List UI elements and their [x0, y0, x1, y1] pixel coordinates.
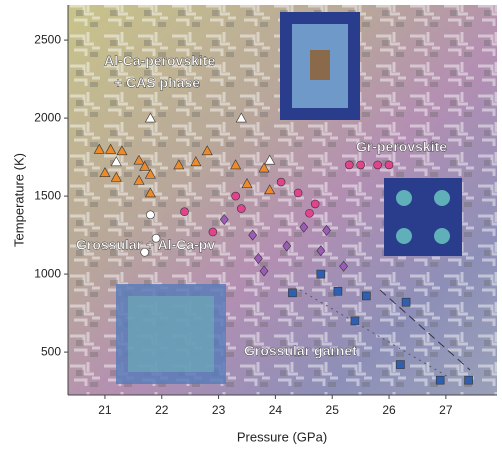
x-tick-label: 22 — [155, 403, 169, 417]
point — [436, 376, 444, 384]
point — [146, 211, 154, 219]
chart: Pressure (GPa) Temperature (K) 21 22 23 24 2… — [0, 0, 502, 451]
annotation: Gr-perovskite — [356, 139, 447, 155]
x-tick-label: 23 — [212, 403, 226, 417]
crystal-image — [280, 12, 360, 120]
y-tick-label: 2500 — [34, 32, 61, 46]
y-tick-label: 500 — [41, 344, 61, 358]
point — [374, 161, 382, 169]
point — [317, 270, 325, 278]
point — [209, 228, 217, 236]
point — [288, 289, 296, 297]
y-axis-label: Temperature (K) — [11, 153, 26, 247]
point — [311, 200, 319, 208]
point — [334, 287, 342, 295]
point — [362, 292, 370, 300]
point — [294, 189, 302, 197]
y-tick-label: 1500 — [34, 188, 61, 202]
x-axis-label: Pressure (GPa) — [237, 429, 327, 444]
point — [305, 209, 313, 217]
y-tick-label: 1000 — [34, 266, 61, 280]
point — [232, 192, 240, 200]
x-tick-label: 24 — [269, 403, 283, 417]
annotation: Grossular garnet — [244, 343, 357, 359]
point — [351, 317, 359, 325]
point — [465, 376, 473, 384]
point — [141, 248, 149, 256]
point — [237, 205, 245, 213]
point — [385, 161, 393, 169]
point — [345, 161, 353, 169]
x-tick-label: 21 — [98, 403, 112, 417]
x-tick-label: 26 — [382, 403, 396, 417]
annotation: + CAS phase — [114, 75, 200, 91]
point — [180, 208, 188, 216]
point — [396, 361, 404, 369]
annotation: Al-Ca-perovskite — [104, 53, 215, 69]
point — [357, 161, 365, 169]
crystal-image — [384, 178, 462, 256]
point — [277, 178, 285, 186]
y-tick-label: 2000 — [34, 110, 61, 124]
x-tick-label: 25 — [326, 403, 340, 417]
point — [402, 298, 410, 306]
x-tick-label: 27 — [439, 403, 453, 417]
crystal-image — [116, 284, 226, 384]
point — [152, 234, 160, 242]
